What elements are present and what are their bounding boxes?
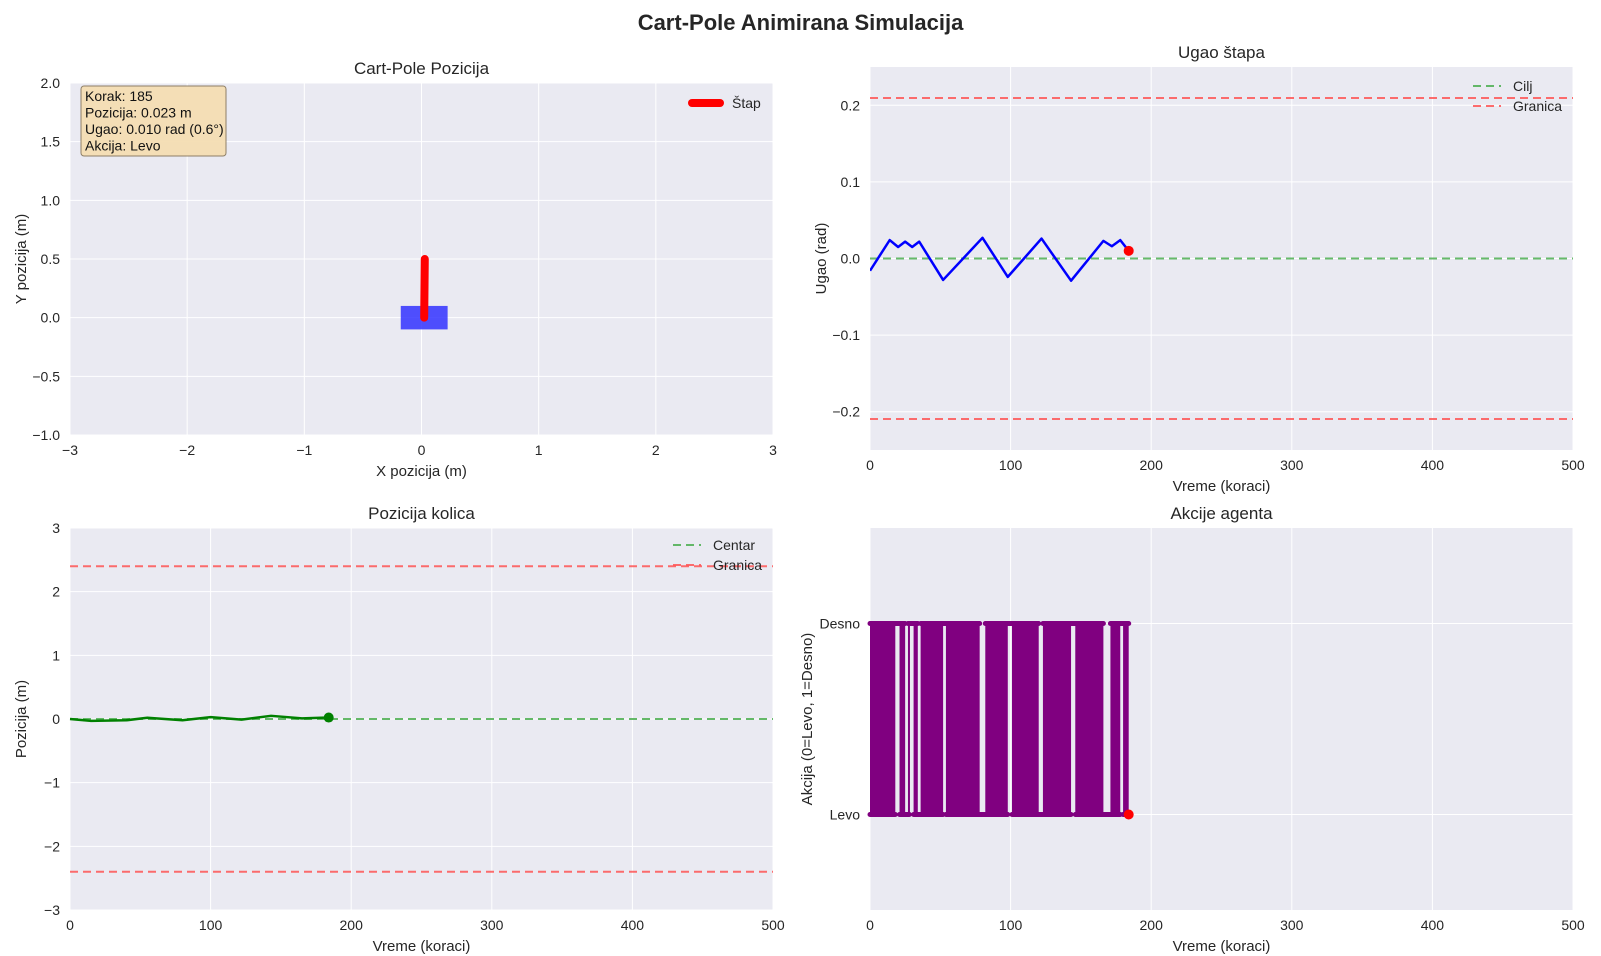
x-tick-label: 400 [1421,457,1445,473]
action-block [985,623,1008,815]
y-tick-label: Desno [820,616,861,632]
x-tick-label: 2 [652,442,660,458]
y-tick-label: 0.5 [41,251,61,267]
current-angle-marker [1123,245,1134,256]
action-block [945,623,980,815]
y-tick-label: −1 [44,775,60,791]
y-tick-label: −0.5 [32,368,60,384]
current-action-marker [1123,809,1134,820]
x-tick-label: 300 [1280,457,1304,473]
x-axis-label: X pozicija (m) [376,463,467,480]
axes-title: Cart-Pole Pozicija [354,59,490,78]
axes-title: Ugao štapa [1178,43,1265,62]
x-axis-label: Vreme (koraci) [1173,938,1271,955]
x-tick-label: 1 [535,442,543,458]
axes-title: Pozicija kolica [368,504,475,523]
legend-entry: Granica [713,557,762,573]
y-tick-label: −0.2 [832,404,860,420]
cartpole-axes: −3 −2 −1 0 1 2 3 −1.0 −0.5 0.0 0.5 1.0 1.5 2.0 Cart-Po… [13,59,777,480]
x-tick-label: 100 [199,917,223,933]
x-tick-label: 200 [1140,457,1164,473]
x-tick-label: 500 [1561,917,1585,933]
x-tick-label: 300 [480,917,504,933]
axes-title: Akcije agenta [1170,504,1273,523]
x-tick-label: 200 [340,917,364,933]
y-tick-label: 0.0 [841,251,861,267]
x-tick-label: 0 [418,442,426,458]
x-tick-label: 100 [999,457,1023,473]
y-tick-label: Levo [830,807,861,823]
y-tick-label: 1.0 [41,192,61,208]
action-block [920,623,944,815]
legend-entry: Granica [1513,98,1562,114]
y-tick-label: 0.2 [841,97,861,113]
y-tick-label: 3 [52,520,60,536]
y-tick-label: 1.5 [41,134,61,150]
x-tick-label: −2 [179,442,195,458]
info-line: Ugao: 0.010 rad (0.6°) [85,121,224,137]
y-tick-label: 0.0 [41,310,61,326]
figure-title: Cart-Pole Animirana Simulacija [637,10,964,35]
legend-entry: Centar [713,537,755,553]
x-tick-label: 0 [866,457,874,473]
x-tick-label: 200 [1140,917,1164,933]
y-tick-label: −2 [44,838,60,854]
x-axis-label: Vreme (koraci) [373,938,471,955]
y-tick-label: 0.1 [841,174,861,190]
x-tick-label: 0 [66,917,74,933]
action-block [1110,623,1121,815]
legend-entry: Cilj [1513,78,1532,94]
y-axis-label: Ugao (rad) [813,223,830,295]
x-tick-label: 0 [866,917,874,933]
angle-line [870,236,1130,282]
x-tick-label: 3 [769,442,777,458]
info-line: Akcija: Levo [85,138,161,154]
action-block [913,623,918,815]
x-tick-label: 500 [1561,457,1585,473]
action-block [907,623,910,815]
x-tick-label: 300 [1280,917,1304,933]
position-axes: 0 100 200 300 400 500 −3 −2 −1 0 1 2 3 Pozicija kolic… [13,504,785,955]
x-tick-label: 400 [1421,917,1445,933]
y-axis-label: Akcija (0=Levo, 1=Desno) [799,633,816,806]
x-tick-label: −3 [62,442,78,458]
action-block [899,623,906,815]
info-box [80,85,227,157]
y-tick-label: −1.0 [32,427,60,443]
info-line: Korak: 185 [85,88,153,104]
action-block [1075,623,1104,815]
pole [420,255,429,322]
x-tick-label: 400 [621,917,645,933]
y-axis-label: Y pozicija (m) [13,214,30,305]
action-block [1123,623,1129,815]
y-tick-label: 2 [52,584,60,600]
angle-axes: 0 100 200 300 400 500 −0.2 −0.1 0.0 0.1 0.2 Ugao št… [813,43,1585,495]
y-axis-label: Pozicija (m) [13,680,30,758]
action-block [870,623,896,815]
info-line: Pozicija: 0.023 m [85,105,192,121]
x-tick-label: 500 [761,917,785,933]
x-axis-label: Vreme (koraci) [1173,478,1271,495]
position-line [69,714,329,723]
x-tick-label: −1 [296,442,312,458]
y-tick-label: 0 [52,711,60,727]
current-position-marker [323,712,334,723]
action-block [1012,623,1039,815]
y-tick-label: 1 [52,647,60,663]
actions-axes: 0 100 200 300 400 500 Levo Desno Akcije agenta Vr… [799,504,1585,955]
x-tick-label: 100 [999,917,1023,933]
y-tick-label: −3 [44,902,60,918]
legend-entry: Štap [732,95,761,111]
action-block [1042,623,1072,815]
y-tick-label: 2.0 [41,75,61,91]
y-tick-label: −0.1 [832,327,860,343]
